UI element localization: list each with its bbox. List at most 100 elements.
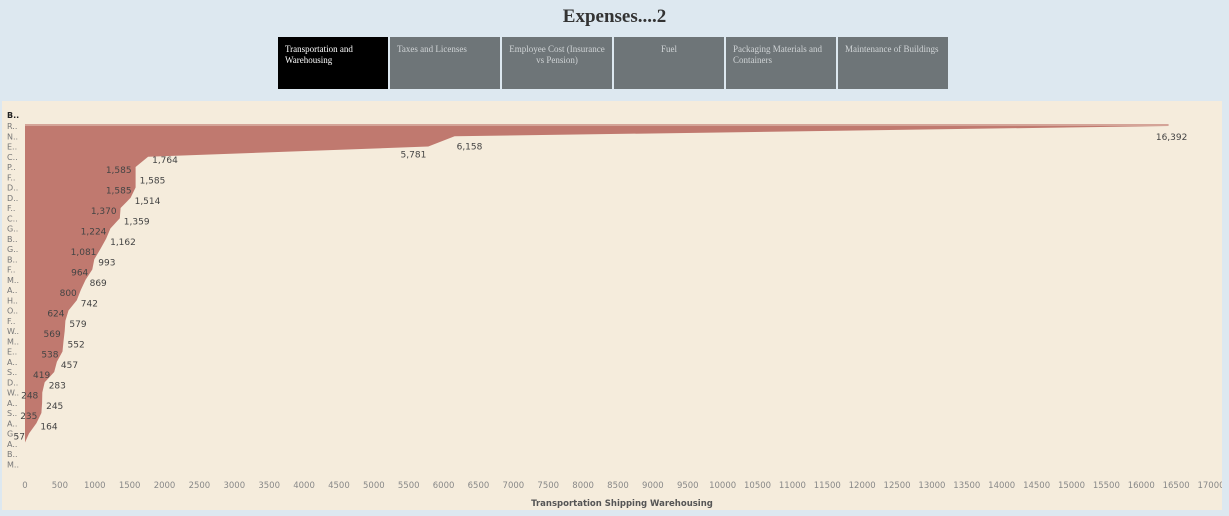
data-label: 579 [69,320,86,330]
x-tick-label: 9500 [677,481,699,491]
x-tick-label: 16000 [1128,481,1155,491]
dashboard-title: Expenses....2 [562,6,667,27]
data-label: 552 [68,340,85,350]
y-tick-label: F.. [7,204,15,213]
y-tick-label: O.. [7,307,18,316]
y-tick-label: P.. [7,163,16,172]
y-tick-label: S.. [7,368,17,377]
y-tick-label: S.. [7,409,17,418]
x-tick-label: 10500 [744,481,771,491]
tab-transportation-warehousing[interactable]: Transportation and Warehousing [278,37,388,89]
x-tick-label: 7000 [503,481,525,491]
y-tick-label: F.. [7,266,15,275]
x-tick-label: 14500 [1023,481,1050,491]
data-label: 993 [98,258,115,268]
x-tick-label: 12500 [884,481,911,491]
x-tick-label: 0 [22,481,27,491]
x-axis-title: Transportation Shipping Warehousing [531,499,713,509]
x-tick-label: 1500 [119,481,141,491]
y-tick-label: D.. [7,378,18,387]
x-tick-label: 11000 [779,481,806,491]
x-tick-label: 13000 [918,481,945,491]
x-tick-label: 9000 [642,481,664,491]
data-label: 1,585 [106,166,132,176]
x-tick-label: 500 [52,481,68,491]
x-tick-label: 12000 [849,481,876,491]
x-tick-label: 6000 [433,481,455,491]
y-tick-label: M.. [7,276,19,285]
y-tick-label: C.. [7,153,18,162]
data-label: 1,514 [135,197,161,207]
x-tick-label: 4000 [293,481,315,491]
x-tick-label: 3000 [223,481,245,491]
x-tick-label: 7500 [537,481,559,491]
data-label: 1,764 [152,156,178,166]
data-label: 235 [20,412,37,422]
x-tick-label: 14000 [988,481,1015,491]
y-tick-label: B.. [7,450,18,459]
data-label: 5,781 [401,151,427,161]
y-tick-label: D.. [7,194,18,203]
data-label: 1,370 [91,207,117,217]
y-tick-label: A.. [7,419,17,428]
x-tick-label: 13500 [953,481,980,491]
y-tick-label: W.. [7,327,19,336]
data-label: 1,081 [71,248,97,258]
y-tick-label: R.. [7,122,17,131]
data-label: 1,224 [81,228,107,238]
x-tick-label: 15000 [1058,481,1085,491]
y-tick-label: A.. [7,399,17,408]
tab-fuel[interactable]: Fuel [614,37,724,89]
data-label: 419 [33,371,50,381]
tab-bar: Transportation and Warehousing Taxes and… [278,37,950,89]
x-tick-label: 3500 [258,481,280,491]
chart-panel: B.. R.. N.. E.. C.. P.. F.. D.. D.. F.. C.. G.. B.. G… [2,101,1225,510]
data-label: 248 [21,392,38,402]
x-tick-label: 2000 [154,481,176,491]
y-tick-label: A.. [7,440,17,449]
data-label: 1,585 [140,176,166,186]
y-tick-label: G.. [7,225,18,234]
y-tick-label: E.. [7,348,17,357]
tab-employee-cost[interactable]: Employee Cost (Insurance vs Pension) [502,37,612,89]
x-tick-label: 8500 [607,481,629,491]
tab-maintenance-buildings[interactable]: Maintenance of Buildings [838,37,948,89]
data-label: 57 [14,433,25,443]
y-axis-title: B.. [7,111,19,120]
y-tick-label: G.. [7,430,18,439]
y-tick-label: C.. [7,214,18,223]
x-tick-label: 15500 [1093,481,1120,491]
x-tick-label: 6500 [468,481,490,491]
x-tick-label: 2500 [189,481,211,491]
y-tick-label: G.. [7,245,18,254]
data-label: 16,392 [1156,133,1188,143]
y-tick-label: A.. [7,358,17,367]
data-label: 624 [47,310,64,320]
data-label: 569 [44,330,61,340]
y-tick-label: D.. [7,184,18,193]
data-label: 283 [49,381,66,391]
x-tick-label: 5500 [398,481,420,491]
x-tick-label: 4500 [328,481,350,491]
x-tick-label: 1000 [84,481,106,491]
y-tick-label: F.. [7,173,15,182]
data-label: 1,359 [124,217,150,227]
y-tick-label: H.. [7,296,18,305]
y-tick-label: M.. [7,337,19,346]
data-label: 164 [40,422,57,432]
data-label: 800 [60,289,77,299]
x-tick-label: 17000 [1197,481,1222,491]
data-label: 1,585 [106,187,132,197]
y-tick-label: W.. [7,389,19,398]
data-label: 245 [46,402,63,412]
tab-packaging-materials[interactable]: Packaging Materials and Containers [726,37,836,89]
tab-taxes-licenses[interactable]: Taxes and Licenses [390,37,500,89]
y-tick-label: B.. [7,235,18,244]
area-series [25,126,1169,443]
data-label: 1,162 [110,238,136,248]
y-tick-label: B.. [7,255,18,264]
data-label: 869 [90,279,107,289]
x-tick-label: 11500 [814,481,841,491]
y-tick-label: N.. [7,132,18,141]
data-label: 457 [61,361,78,371]
